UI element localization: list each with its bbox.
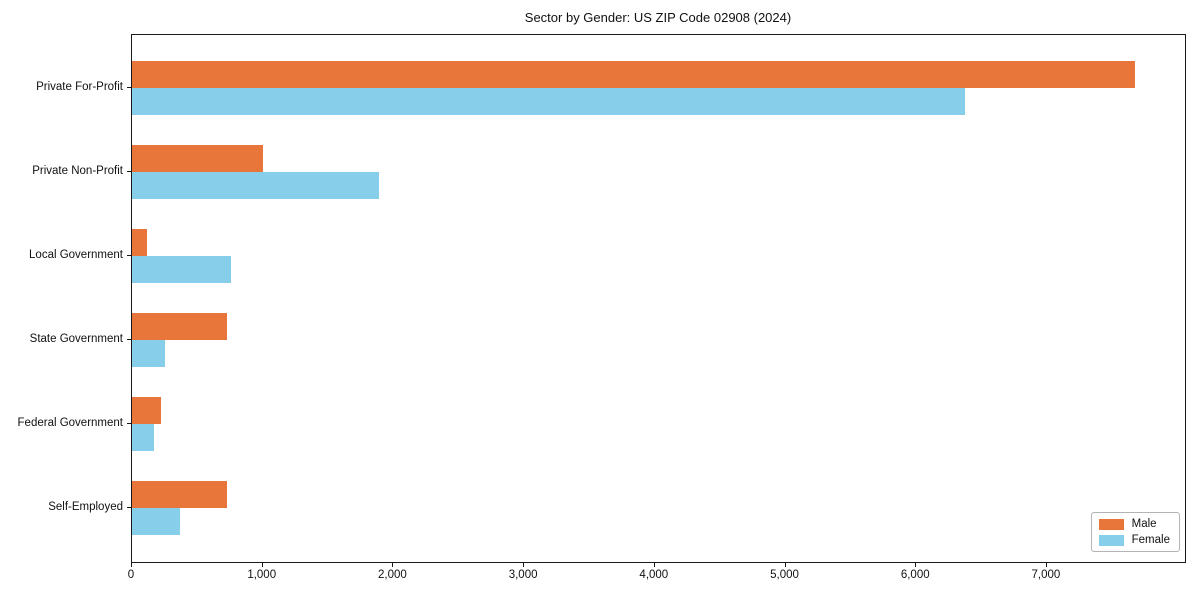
y-axis-label: Self-Employed bbox=[48, 501, 123, 513]
plot-area: Male Female bbox=[131, 34, 1186, 563]
category-row bbox=[132, 382, 1185, 466]
y-axis-tick bbox=[127, 423, 131, 424]
category-row bbox=[132, 298, 1185, 382]
category-row bbox=[132, 46, 1185, 130]
female-bar bbox=[132, 424, 155, 451]
x-axis-tick-label: 6,000 bbox=[900, 569, 930, 581]
category-row bbox=[132, 130, 1185, 214]
y-axis-label: State Government bbox=[29, 333, 123, 345]
y-axis-tick bbox=[127, 87, 131, 88]
x-axis-tick bbox=[784, 563, 786, 567]
female-bar bbox=[132, 340, 165, 367]
male-bar bbox=[132, 229, 148, 256]
x-axis-tick bbox=[131, 563, 132, 567]
male-bar bbox=[132, 481, 228, 508]
legend-item-male: Male bbox=[1098, 518, 1170, 530]
legend-label-male: Male bbox=[1131, 518, 1157, 530]
x-axis-tick-label: 5,000 bbox=[770, 569, 799, 581]
x-axis-tick-label: 4,000 bbox=[639, 569, 669, 581]
y-axis-label: Local Government bbox=[29, 249, 123, 261]
x-axis-tick bbox=[653, 563, 655, 567]
y-axis-tick bbox=[127, 255, 131, 256]
female-bar bbox=[132, 88, 966, 115]
y-axis-label: Federal Government bbox=[17, 417, 123, 429]
x-axis-tick-label: 2,000 bbox=[378, 569, 407, 581]
male-bar bbox=[132, 313, 228, 340]
female-color-swatch bbox=[1098, 534, 1124, 546]
y-axis-tick bbox=[127, 171, 131, 172]
x-axis-tick-label: 1,000 bbox=[247, 569, 277, 581]
legend-item-female: Female bbox=[1098, 534, 1170, 546]
chart-title: Sector by Gender: US ZIP Code 02908 (202… bbox=[524, 10, 792, 25]
category-row bbox=[132, 214, 1185, 298]
legend-label-female: Female bbox=[1131, 534, 1170, 546]
y-axis-tick bbox=[127, 339, 131, 340]
female-bar bbox=[132, 508, 180, 535]
female-bar bbox=[132, 172, 379, 199]
male-bar bbox=[132, 145, 263, 172]
x-axis-tick bbox=[392, 563, 394, 567]
x-axis-tick-label: 7,000 bbox=[1031, 569, 1061, 581]
x-axis-tick bbox=[261, 563, 263, 567]
male-bar bbox=[132, 397, 161, 424]
male-bar bbox=[132, 61, 1135, 88]
x-axis-tick bbox=[523, 563, 525, 567]
x-axis-tick-label: 0 bbox=[127, 569, 135, 581]
legend: Male Female bbox=[1090, 512, 1180, 552]
category-row bbox=[132, 466, 1185, 550]
x-axis-tick bbox=[1045, 563, 1047, 567]
bars-container bbox=[132, 46, 1185, 549]
x-axis-tick-label: 3,000 bbox=[508, 569, 538, 581]
y-axis-tick bbox=[127, 507, 131, 508]
female-bar bbox=[132, 256, 232, 283]
male-color-swatch bbox=[1098, 518, 1124, 530]
y-axis-label: Private For-Profit bbox=[36, 81, 123, 93]
y-axis-label: Private Non-Profit bbox=[32, 165, 123, 177]
x-axis-tick bbox=[915, 563, 917, 567]
